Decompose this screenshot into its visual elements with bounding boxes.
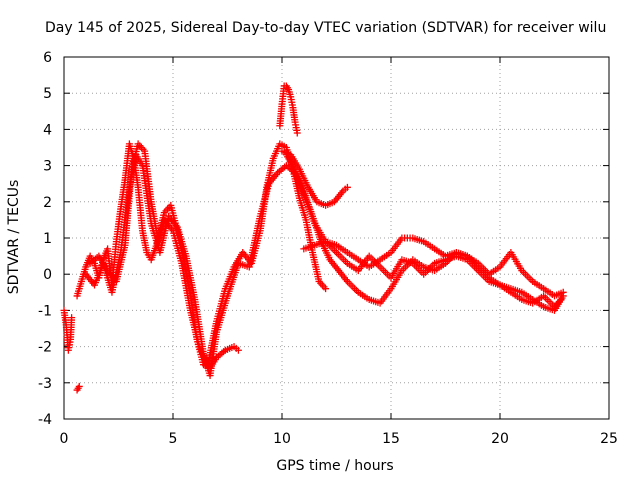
x-tick-labels: 0 5 10 15 20 25 [60, 431, 618, 447]
y-tick-label: 4 [43, 122, 52, 138]
series-track-e [86, 140, 242, 372]
x-tick-label: 5 [169, 431, 178, 447]
y-tick-label: 1 [43, 231, 52, 247]
x-tick-label: 25 [600, 431, 618, 447]
y-tick-labels: -4 -3 -2 -1 0 1 2 3 4 5 6 [38, 50, 52, 428]
x-tick-label: 10 [273, 431, 291, 447]
y-tick-label: 5 [43, 86, 52, 102]
x-tick-label: 0 [60, 431, 69, 447]
series-track-f [276, 82, 301, 137]
y-tick-label: -3 [38, 376, 52, 392]
data-point [559, 288, 567, 296]
data-points [60, 82, 567, 394]
data-point [234, 346, 242, 354]
grid-lines [64, 57, 609, 419]
plot-border [63, 56, 610, 420]
y-tick-label: 3 [43, 159, 52, 175]
data-point [68, 314, 76, 322]
x-tick-label: 20 [491, 431, 509, 447]
chart-title: Day 145 of 2025, Sidereal Day-to-day VTE… [45, 20, 606, 36]
y-tick-label: 0 [43, 267, 52, 283]
data-point [322, 285, 330, 293]
x-tick-label: 15 [382, 431, 400, 447]
y-tick-label: -4 [38, 412, 52, 428]
data-point [293, 129, 301, 137]
x-axis-title: GPS time / hours [276, 458, 393, 474]
y-tick-label: -1 [38, 303, 52, 319]
y-axis-title: SDTVAR / TECUs [6, 180, 22, 295]
series-track-h [282, 151, 567, 314]
series-track-b [73, 382, 83, 394]
y-tick-label: 6 [43, 50, 52, 66]
y-tick-label: 2 [43, 195, 52, 211]
series-track-a [60, 306, 76, 354]
data-point [75, 382, 83, 390]
data-point [343, 183, 351, 191]
series-track-i [300, 234, 567, 300]
y-tick-label: -2 [38, 340, 52, 356]
